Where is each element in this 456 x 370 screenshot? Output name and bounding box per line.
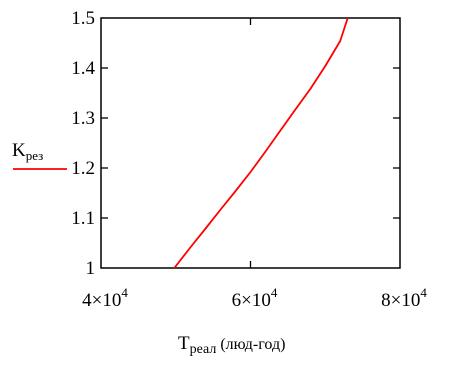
x-axis-label: Tреал (люд-год) xyxy=(178,333,285,357)
y-tick-label: 1.2 xyxy=(71,158,95,179)
series-layer xyxy=(173,17,349,269)
x-tick-exponent: 4 xyxy=(420,285,427,300)
x-tick-label: 4×104 xyxy=(82,285,128,311)
x-axis-ticks: 4×104 6×104 8×104 xyxy=(82,18,427,311)
y-axis-label-main: K xyxy=(12,140,26,161)
y-axis-label: Kрез xyxy=(12,140,43,163)
x-axis-label-main: T xyxy=(178,333,190,354)
x-tick-exponent: 4 xyxy=(121,285,128,300)
y-tick-label: 1.1 xyxy=(71,208,95,229)
x-tick-exponent: 4 xyxy=(271,285,278,300)
series-line xyxy=(173,17,349,269)
x-axis-label-units: (люд-год) xyxy=(216,336,285,353)
y-tick-label: 1.5 xyxy=(71,8,95,29)
y-tick-label: 1.3 xyxy=(71,108,95,129)
plot-frame xyxy=(100,17,401,269)
y-axis-ticks: 1 1.1 1.2 1.3 1.4 1.5 xyxy=(71,8,400,279)
x-tick-label: 8×104 xyxy=(381,285,427,311)
x-axis-label-subscript: реал xyxy=(190,342,217,357)
x-tick-label: 6×104 xyxy=(232,285,278,311)
y-tick-label: 1 xyxy=(86,258,96,279)
y-tick-label: 1.4 xyxy=(71,58,95,79)
y-axis-label-subscript: рез xyxy=(26,148,44,163)
